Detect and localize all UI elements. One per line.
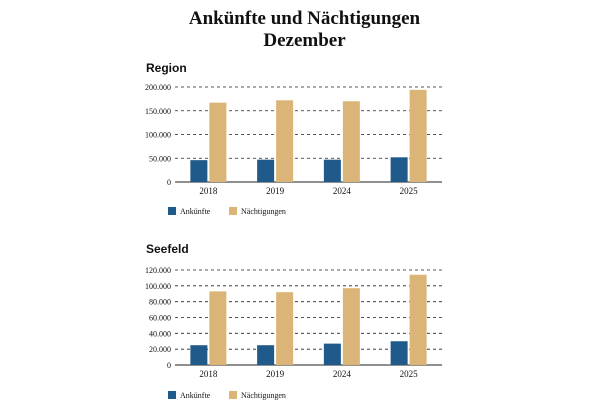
bar-naechtigungen [342, 101, 360, 182]
panel-title-seefeld: Seefeld [146, 242, 189, 256]
chart-subtitle: Dezember [263, 30, 346, 51]
y-tick-label: 80.000 [149, 298, 171, 307]
bar-naechtigungen [409, 274, 427, 365]
y-tick-label: 40.000 [149, 329, 171, 338]
bar-ankuenfte [190, 345, 208, 365]
chart-title: Ankünfte und Nächtigungen [188, 8, 421, 29]
legend-label: Ankünfte [180, 391, 211, 400]
legend-swatch [229, 391, 237, 399]
panel-title-region: Region [146, 61, 187, 75]
bar-ankuenfte [323, 343, 341, 365]
x-tick-label: 2025 [400, 186, 419, 196]
bar-naechtigungen [409, 89, 427, 182]
y-tick-label: 20.000 [149, 345, 171, 354]
seefeld-bar-chart: 0 20.000 40.000 60.000 80.000 100.000 120.000 2… [145, 266, 442, 400]
y-tick-label: 0 [167, 361, 171, 370]
x-tick-label: 2025 [400, 369, 419, 379]
bar-naechtigungen [276, 100, 294, 182]
y-tick-label: 0 [167, 178, 171, 187]
legend-swatch [168, 207, 176, 215]
x-tick-label: 2019 [266, 186, 285, 196]
x-tick-label: 2024 [333, 369, 352, 379]
bar-ankuenfte [390, 341, 408, 365]
bar-ankuenfte [323, 159, 341, 182]
region-bar-chart: 0 50.000 100.000 150.000 200.000 2018 2019 2024… [145, 83, 442, 216]
y-tick-label: 100.000 [145, 282, 171, 291]
bar-ankuenfte [257, 345, 275, 365]
y-tick-label: 100.000 [145, 131, 171, 140]
y-tick-label: 50.000 [149, 154, 171, 163]
bar-naechtigungen [209, 291, 227, 365]
bar-ankuenfte [257, 159, 275, 182]
legend-label: Nächtigungen [241, 391, 286, 400]
bar-naechtigungen [342, 288, 360, 365]
bar-naechtigungen [276, 292, 294, 365]
bar-naechtigungen [209, 102, 227, 182]
x-tick-label: 2019 [266, 369, 285, 379]
bar-ankuenfte [190, 160, 208, 182]
y-tick-label: 150.000 [145, 107, 171, 116]
legend-swatch [168, 391, 176, 399]
legend-label: Nächtigungen [241, 207, 286, 216]
legend-label: Ankünfte [180, 207, 211, 216]
y-tick-label: 60.000 [149, 314, 171, 323]
x-tick-label: 2024 [333, 186, 352, 196]
x-tick-label: 2018 [199, 186, 218, 196]
bar-ankuenfte [390, 157, 408, 182]
legend-swatch [229, 207, 237, 215]
x-tick-label: 2018 [199, 369, 218, 379]
y-tick-label: 120.000 [145, 266, 171, 275]
y-tick-label: 200.000 [145, 83, 171, 92]
